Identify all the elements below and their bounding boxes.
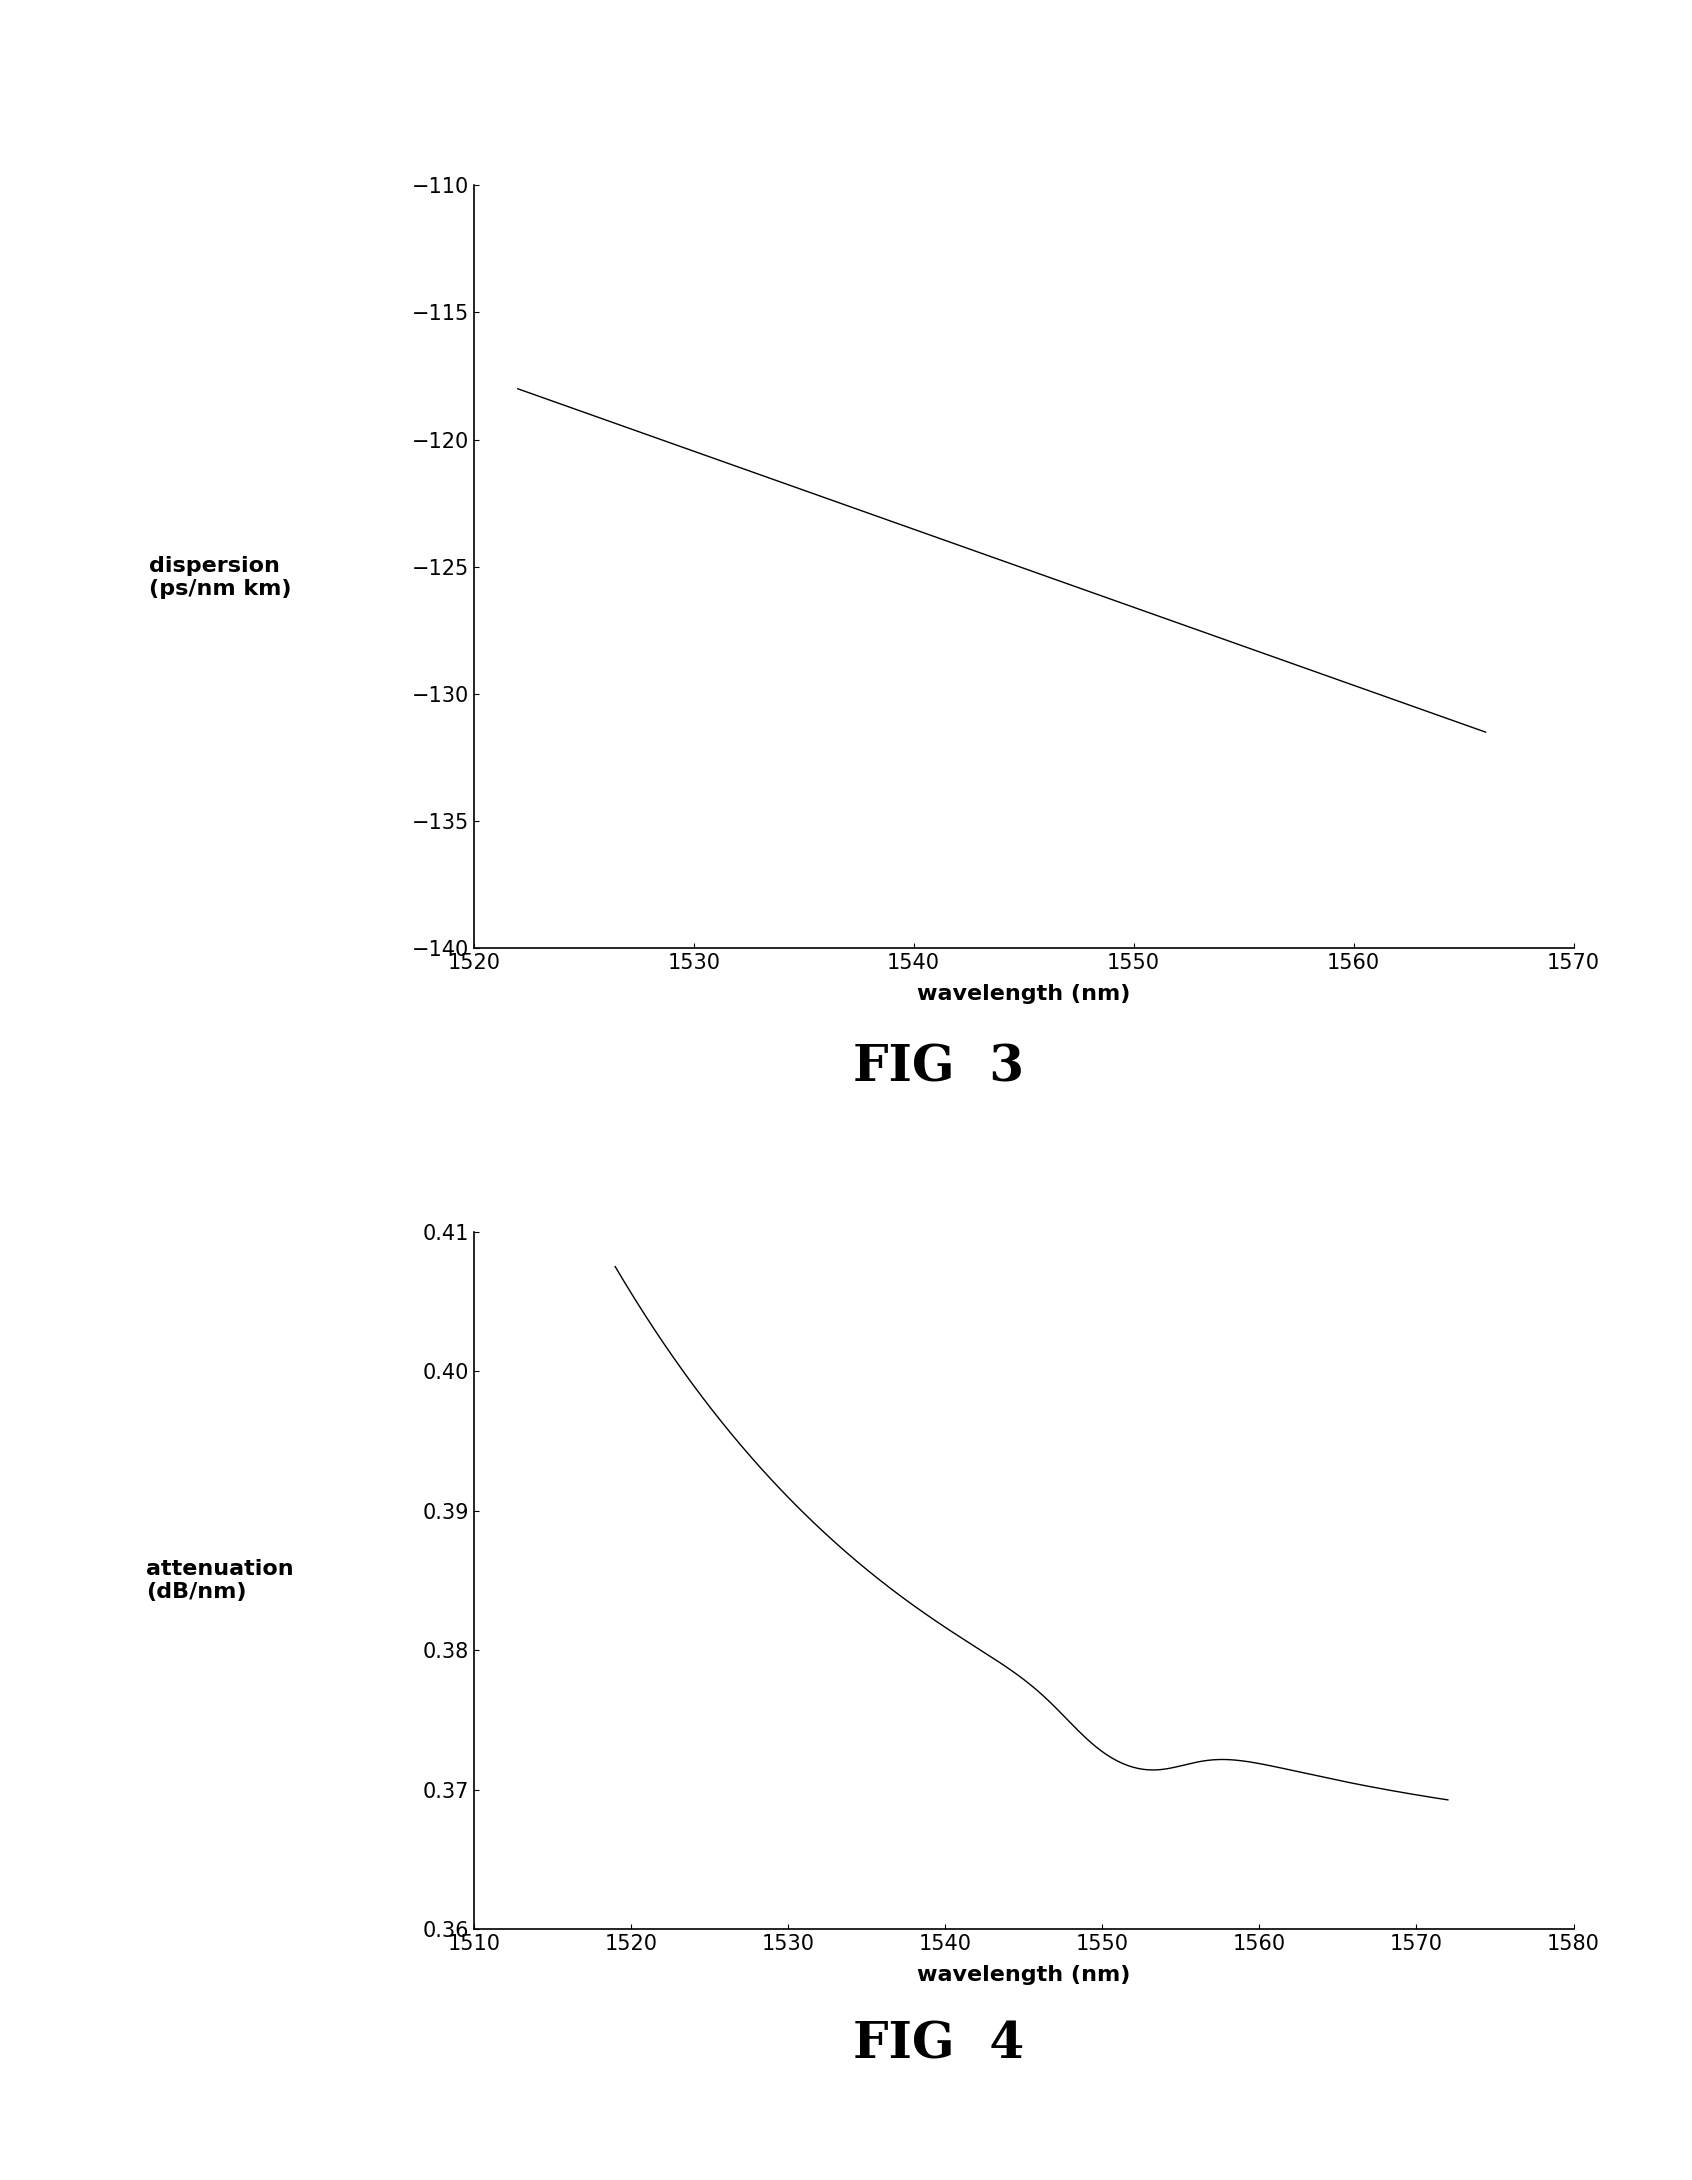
- Text: FIG  4: FIG 4: [853, 2021, 1025, 2069]
- X-axis label: wavelength (nm): wavelength (nm): [917, 985, 1130, 1005]
- Text: dispersion
(ps/nm km): dispersion (ps/nm km): [149, 556, 291, 600]
- Text: attenuation
(dB/nm): attenuation (dB/nm): [146, 1559, 294, 1602]
- Text: FIG  3: FIG 3: [853, 1044, 1025, 1092]
- X-axis label: wavelength (nm): wavelength (nm): [917, 1966, 1130, 1986]
